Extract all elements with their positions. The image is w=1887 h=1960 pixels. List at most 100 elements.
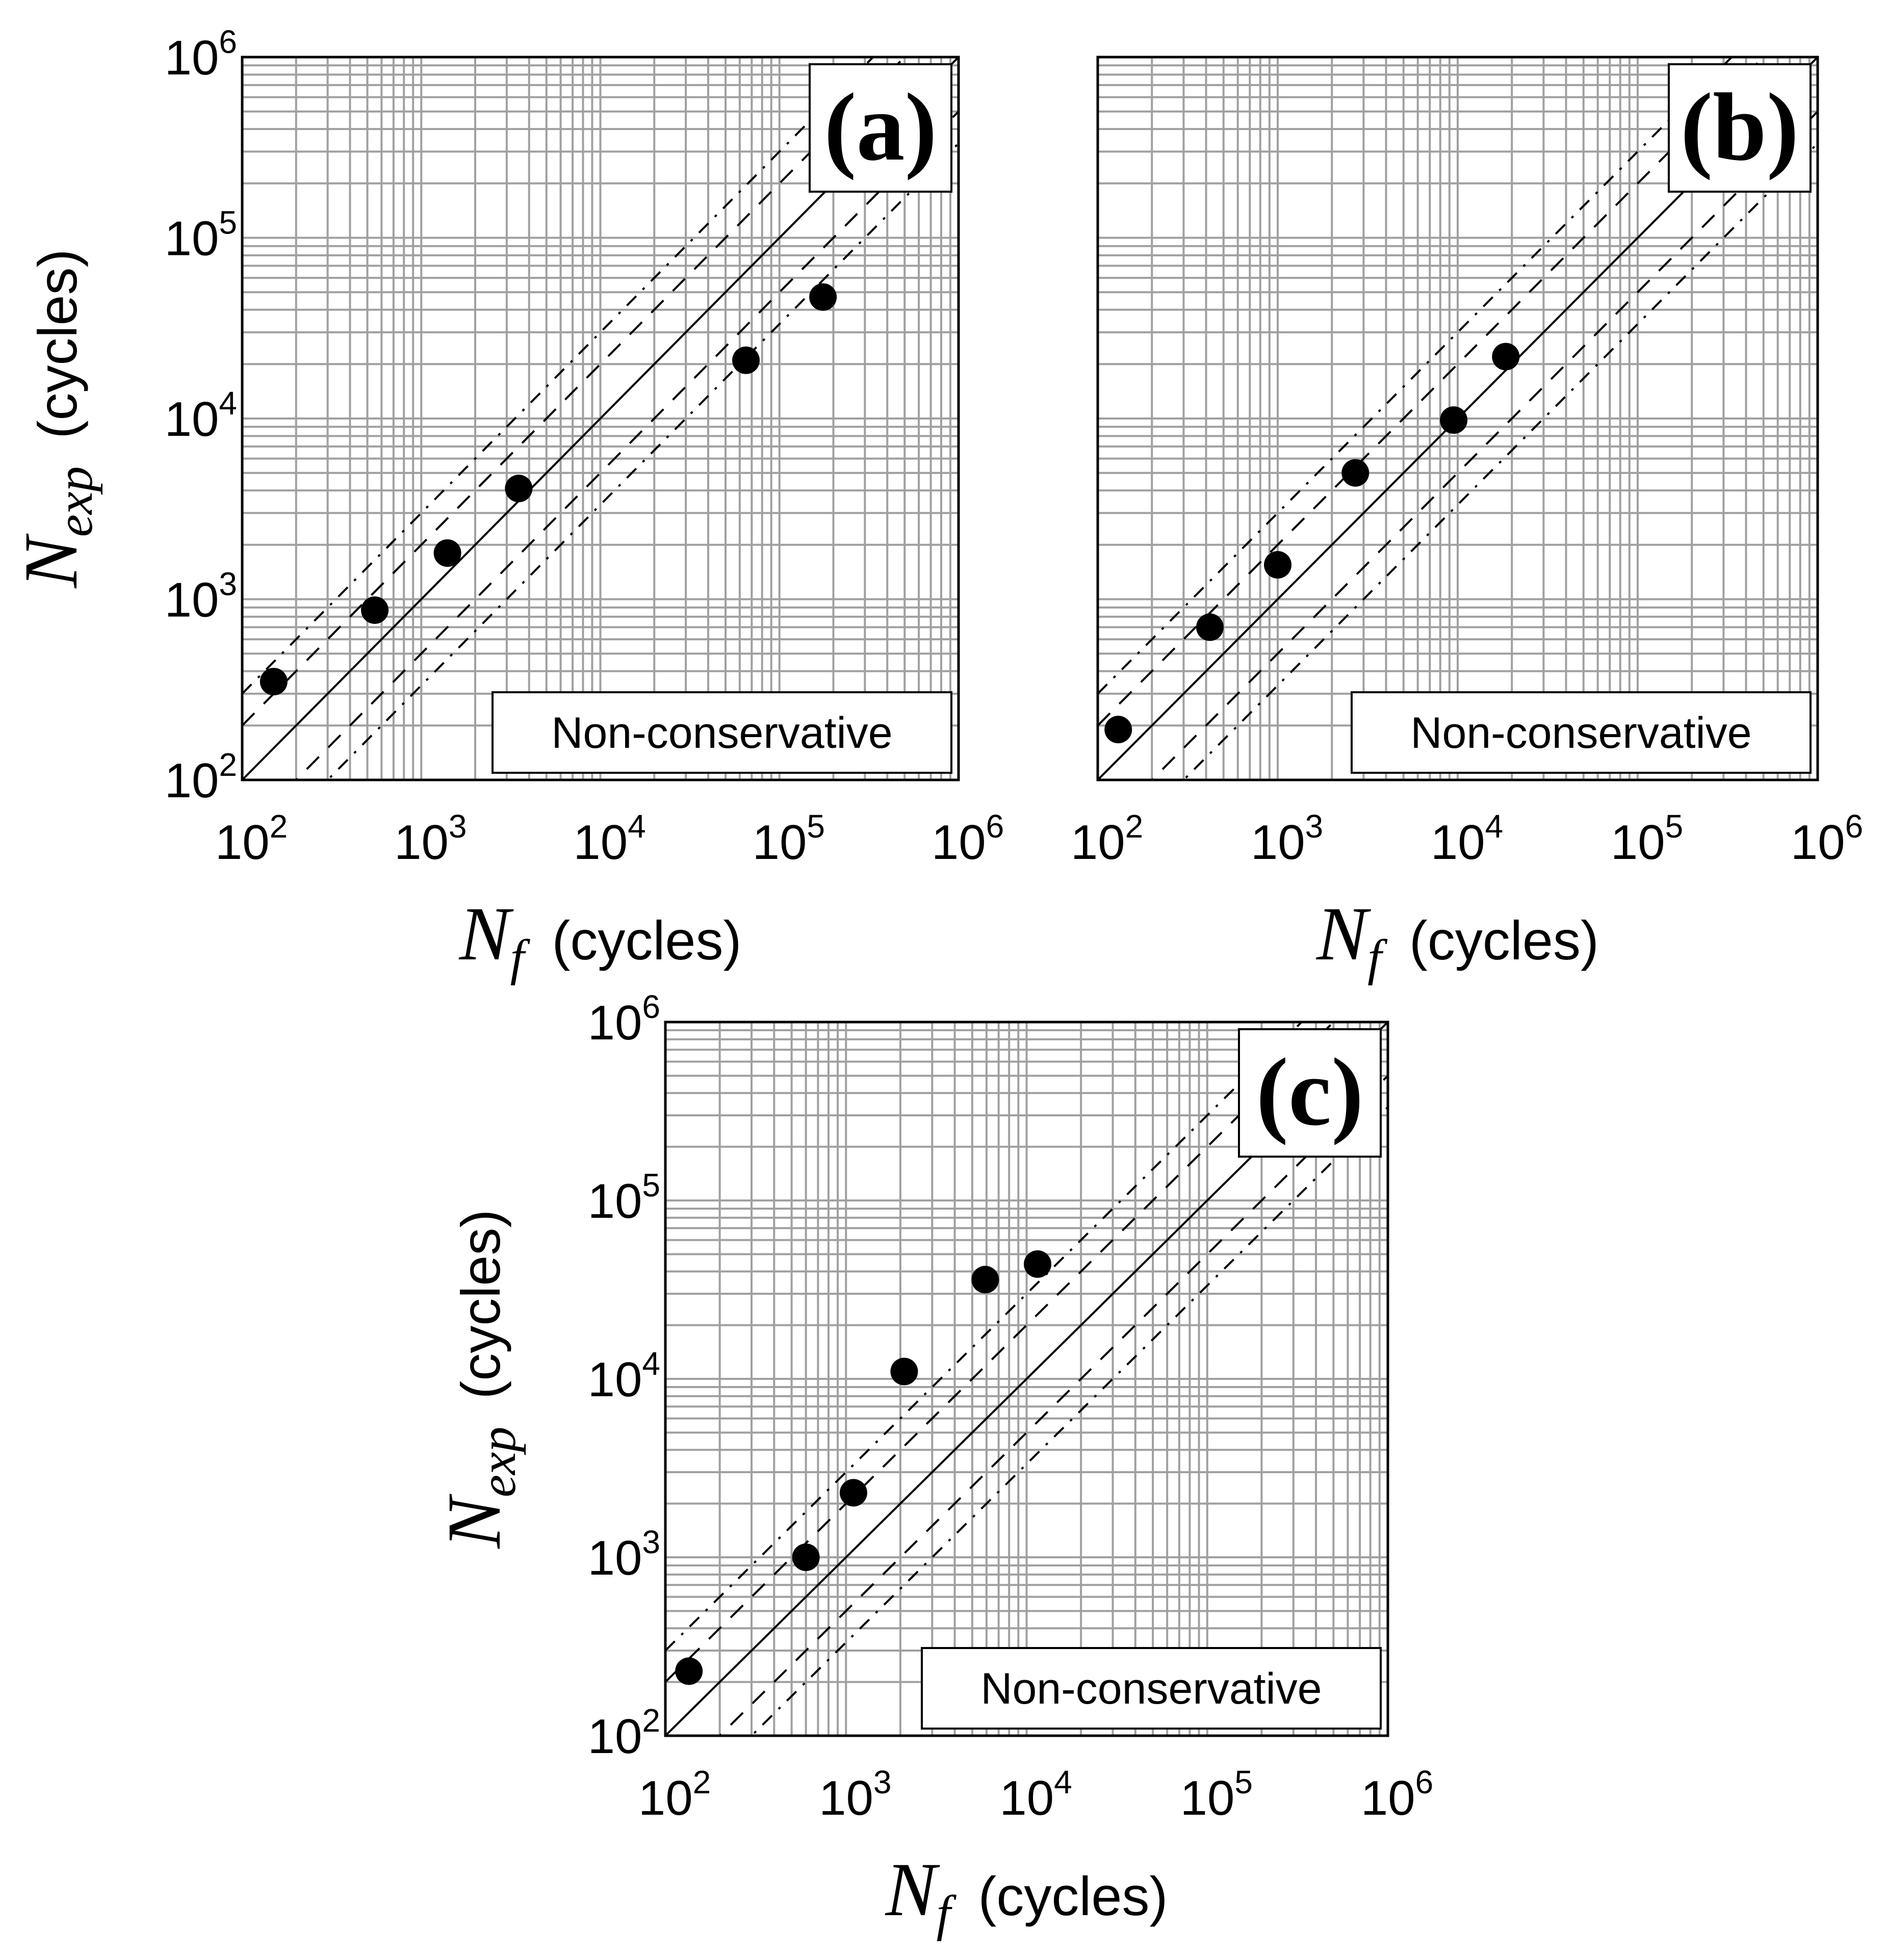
x-tick-label: 106 — [1361, 1764, 1433, 1825]
x-tick-base: 10 — [638, 1771, 693, 1825]
chart-panel-a: Non-conservative(a)102 103 104 105 106102103… — [9, 23, 1004, 986]
x-tick-exponent: 2 — [1125, 808, 1144, 845]
y-tick-base: 10 — [588, 1352, 642, 1407]
x-tick-labels: 102 103 104 105 106 — [1071, 808, 1863, 870]
x-tick-base: 10 — [573, 815, 628, 870]
y-axis-symbol: N — [432, 1494, 516, 1549]
x-tick-label: 103 — [819, 1764, 891, 1825]
data-point-5 — [732, 346, 760, 374]
data-point-5 — [1440, 406, 1468, 434]
x-tick-exponent: 2 — [270, 808, 288, 845]
x-axis-unit: (cycles) — [1382, 909, 1599, 971]
x-tick-label: 104 — [1431, 808, 1503, 870]
x-tick-base: 10 — [215, 815, 270, 870]
x-tick-exponent: 6 — [1415, 1764, 1434, 1800]
panel-label: (b) — [1681, 74, 1799, 181]
x-tick-base: 10 — [932, 815, 986, 870]
y-tick-label: 105 — [165, 204, 237, 266]
x-tick-base: 10 — [1361, 1771, 1415, 1825]
data-point-2 — [1196, 613, 1224, 641]
y-axis-unit: (cycles) — [450, 1210, 511, 1427]
y-tick-base: 10 — [165, 573, 219, 628]
x-axis-unit: (cycles) — [524, 909, 741, 971]
y-axis-label: Nexp (cycles) — [9, 249, 103, 589]
y-tick-label: 102 — [165, 746, 237, 808]
x-tick-exponent: 5 — [807, 808, 825, 845]
data-point-2 — [792, 1544, 820, 1571]
x-tick-exponent: 4 — [1054, 1764, 1072, 1800]
y-tick-label: 104 — [165, 385, 237, 447]
y-tick-base: 10 — [165, 212, 219, 266]
x-tick-label: 105 — [1180, 1764, 1253, 1825]
data-point-1 — [1104, 716, 1132, 744]
x-tick-base: 10 — [394, 815, 449, 870]
x-tick-base: 10 — [1431, 815, 1485, 870]
x-axis-symbol: N — [885, 1847, 940, 1932]
x-tick-label: 106 — [1791, 808, 1863, 870]
y-axis-symbol: N — [9, 533, 93, 589]
x-tick-base: 10 — [819, 1771, 873, 1825]
data-point-2 — [361, 596, 389, 624]
y-tick-base: 10 — [588, 1531, 642, 1585]
y-tick-exponent: 4 — [642, 1345, 660, 1382]
x-tick-base: 10 — [1611, 815, 1665, 870]
annotation-frame — [921, 1647, 1382, 1730]
data-point-3 — [1264, 551, 1291, 579]
band-line-factor-2-upper — [1098, 57, 1765, 726]
x-axis-label: Nf (cycles) — [885, 1847, 1168, 1942]
x-tick-label: 102 — [215, 808, 288, 870]
panel-label-frame — [1668, 63, 1812, 193]
panel-label: (a) — [824, 74, 937, 181]
panel-label-box: (c) — [1238, 1028, 1382, 1158]
x-tick-exponent: 5 — [1665, 808, 1684, 845]
y-tick-label: 105 — [588, 1167, 660, 1229]
panel-label-frame — [1238, 1028, 1382, 1158]
x-tick-label: 104 — [999, 1764, 1072, 1825]
band-line-factor-2-upper — [665, 1022, 1335, 1683]
y-tick-label: 106 — [165, 23, 237, 85]
y-tick-exponent: 5 — [219, 204, 237, 241]
data-point-3 — [433, 539, 461, 567]
band-line-factor-2-lower — [1150, 111, 1818, 780]
x-tick-base: 10 — [999, 1771, 1054, 1825]
y-tick-label: 103 — [165, 566, 237, 628]
y-tick-exponent: 6 — [219, 23, 237, 60]
panel-label-box: (a) — [809, 63, 952, 193]
data-point-4 — [890, 1357, 918, 1386]
x-tick-exponent: 6 — [986, 808, 1004, 845]
y-tick-base: 10 — [588, 996, 642, 1050]
x-tick-label: 106 — [932, 808, 1004, 870]
band-line-factor-2-lower — [718, 1075, 1388, 1736]
panel-label: (c) — [1256, 1039, 1364, 1146]
x-tick-label: 105 — [753, 808, 825, 870]
x-tick-exponent: 4 — [1485, 808, 1504, 845]
data-point-6 — [809, 283, 837, 311]
y-tick-base: 10 — [588, 1174, 642, 1229]
y-tick-base: 10 — [165, 392, 219, 447]
data-point-4 — [1341, 459, 1369, 487]
data-point-5 — [971, 1266, 999, 1294]
axes-frame — [241, 56, 960, 781]
grid — [665, 1022, 1388, 1736]
x-tick-base: 10 — [1791, 815, 1845, 870]
x-tick-label: 104 — [573, 808, 645, 870]
x-tick-labels: 102 103 104 105 106 — [638, 1764, 1433, 1825]
data-point-6 — [1492, 343, 1520, 371]
x-tick-base: 10 — [753, 815, 807, 870]
annotation-text: Non-conservative — [1410, 709, 1751, 757]
x-tick-exponent: 4 — [628, 808, 646, 845]
y-tick-exponent: 6 — [642, 988, 660, 1025]
x-tick-exponent: 5 — [1234, 1764, 1253, 1800]
x-tick-exponent: 3 — [1305, 808, 1324, 845]
x-tick-label: 102 — [638, 1764, 711, 1825]
axes-frame — [1096, 56, 1819, 781]
band-line-factor-2-upper — [242, 57, 907, 726]
x-axis-label: Nf (cycles) — [1315, 892, 1599, 986]
data-point-1 — [260, 668, 288, 696]
y-tick-label: 106 — [588, 988, 660, 1050]
x-tick-label: 103 — [1251, 808, 1323, 870]
chart-panel-c: Non-conservative(c)102 103 104 105 106102103… — [432, 988, 1433, 1942]
x-tick-label: 105 — [1611, 808, 1683, 870]
